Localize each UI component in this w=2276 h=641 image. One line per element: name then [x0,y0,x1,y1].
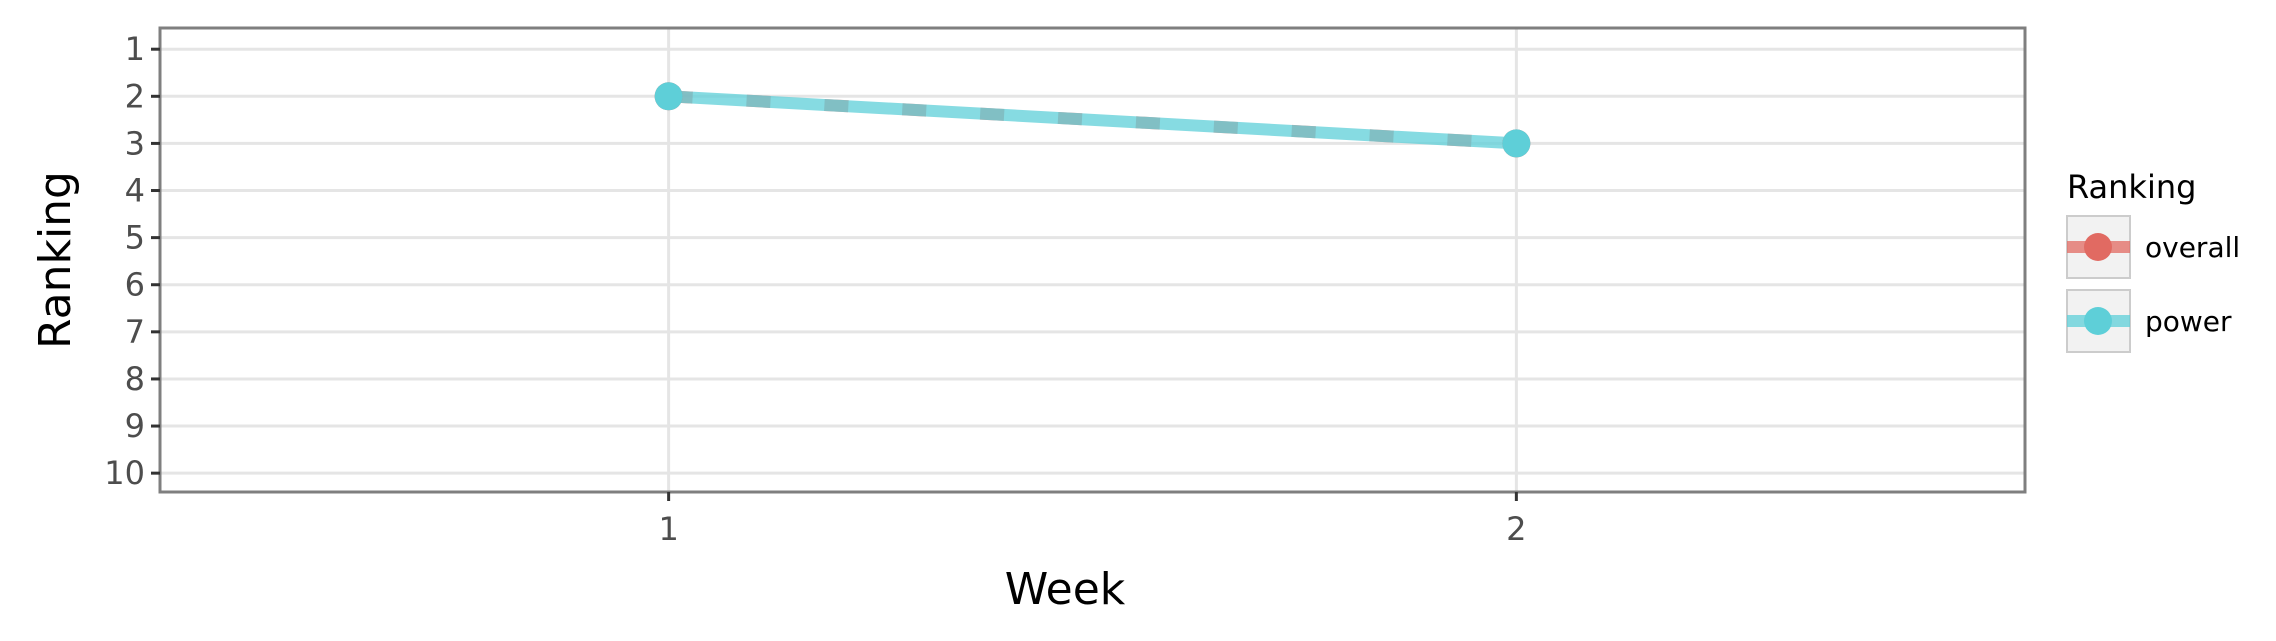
y-axis-title: Ranking [30,171,81,349]
y-tick-label: 6 [125,266,145,304]
y-tick-label: 2 [125,77,145,115]
series-layer [654,82,1531,158]
y-tick-label: 10 [104,454,145,492]
legend-label-power: power [2145,305,2232,338]
legend-marker-overall [2084,233,2112,261]
legend-label-overall: overall [2145,231,2240,264]
axes: 1 2 3 4 5 6 7 8 9 10 1 2 [104,30,1526,548]
plot-panel-border [158,26,2027,494]
y-tick-label: 7 [125,313,145,351]
series-line-power [668,90,1517,150]
legend-title: Ranking [2067,168,2196,206]
y-tick-label: 8 [125,360,145,398]
x-tick-label: 1 [658,510,678,548]
data-point-power [654,82,683,111]
grid-lines [160,28,2025,492]
y-tick-label: 1 [125,30,145,68]
y-tick-label: 5 [125,219,145,257]
y-tick-label: 4 [125,172,145,210]
legend-marker-power [2084,307,2112,335]
legend: Ranking overall power [2066,168,2240,353]
legend-item-power: power [2066,289,2232,353]
x-tick-label: 2 [1506,510,1526,548]
legend-item-overall: overall [2066,215,2240,279]
y-tick-label: 3 [125,124,145,162]
y-tick-label: 9 [125,407,145,445]
x-axis-title: Week [1005,564,1126,615]
data-point-power [1502,129,1531,158]
